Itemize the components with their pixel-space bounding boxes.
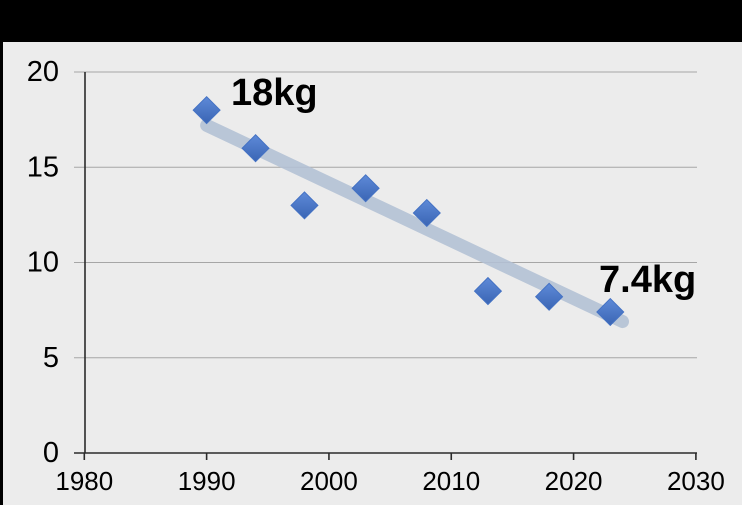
data-point-diamond: [290, 191, 319, 220]
svg-text:2010: 2010: [422, 466, 480, 496]
data-point-diamond: [412, 198, 441, 228]
svg-text:2030: 2030: [667, 466, 725, 496]
data-point-diamond: [192, 95, 221, 125]
chart-area: 0 5 10 15 20 1980 1990 2000 2010 2020 2030 18kg 7.…: [3, 42, 742, 505]
svg-text:20: 20: [27, 56, 59, 88]
annotation-7-4kg: 7.4kg: [599, 259, 697, 301]
data-point-diamond: [351, 174, 380, 203]
data-point-diamond: [596, 297, 625, 327]
svg-text:1990: 1990: [178, 466, 236, 496]
top-black-band: [0, 0, 742, 42]
data-point-diamond: [241, 134, 270, 163]
svg-text:15: 15: [27, 151, 59, 183]
annotation-18kg: 18kg: [231, 72, 318, 114]
data-point-diamond: [534, 282, 564, 311]
svg-text:2020: 2020: [545, 466, 603, 496]
svg-text:0: 0: [43, 437, 59, 469]
svg-text:10: 10: [27, 247, 59, 279]
svg-text:2000: 2000: [300, 466, 358, 496]
trendline: [200, 118, 630, 329]
data-point-diamond: [473, 276, 503, 306]
svg-text:1980: 1980: [55, 466, 113, 496]
svg-text:5: 5: [43, 342, 59, 374]
scatter-plot: 0 5 10 15 20 1980 1990 2000 2010 2020 2030: [27, 56, 725, 496]
